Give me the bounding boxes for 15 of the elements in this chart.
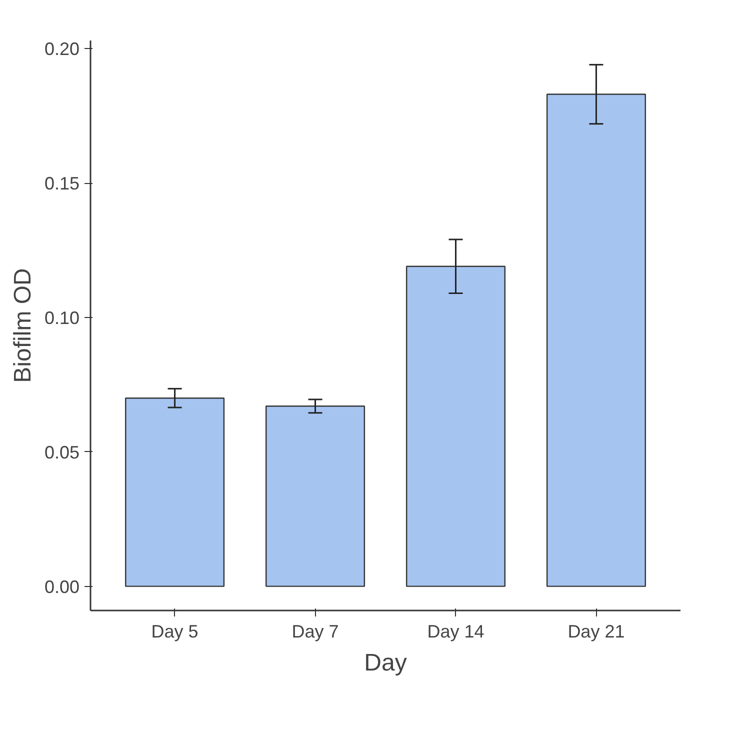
bar [265, 406, 366, 587]
bar [125, 397, 225, 587]
bar [546, 94, 646, 587]
x-tick-label: Day 7 [292, 622, 339, 642]
y-tick-label: 0.05 [44, 442, 80, 462]
x-tick-label: Day 21 [568, 622, 625, 642]
bar [406, 266, 506, 587]
y-tick-label: 0.10 [44, 308, 80, 328]
x-tick-label: Day 14 [427, 622, 484, 642]
x-tick-label: Day 5 [151, 622, 198, 642]
y-tick-label: 0.20 [44, 39, 80, 60]
y-tick-label: 0.00 [44, 576, 80, 597]
y-axis-title: Biofilm OD [9, 268, 36, 383]
x-axis-title: Day [364, 650, 407, 676]
y-tick-label: 0.15 [44, 174, 80, 194]
